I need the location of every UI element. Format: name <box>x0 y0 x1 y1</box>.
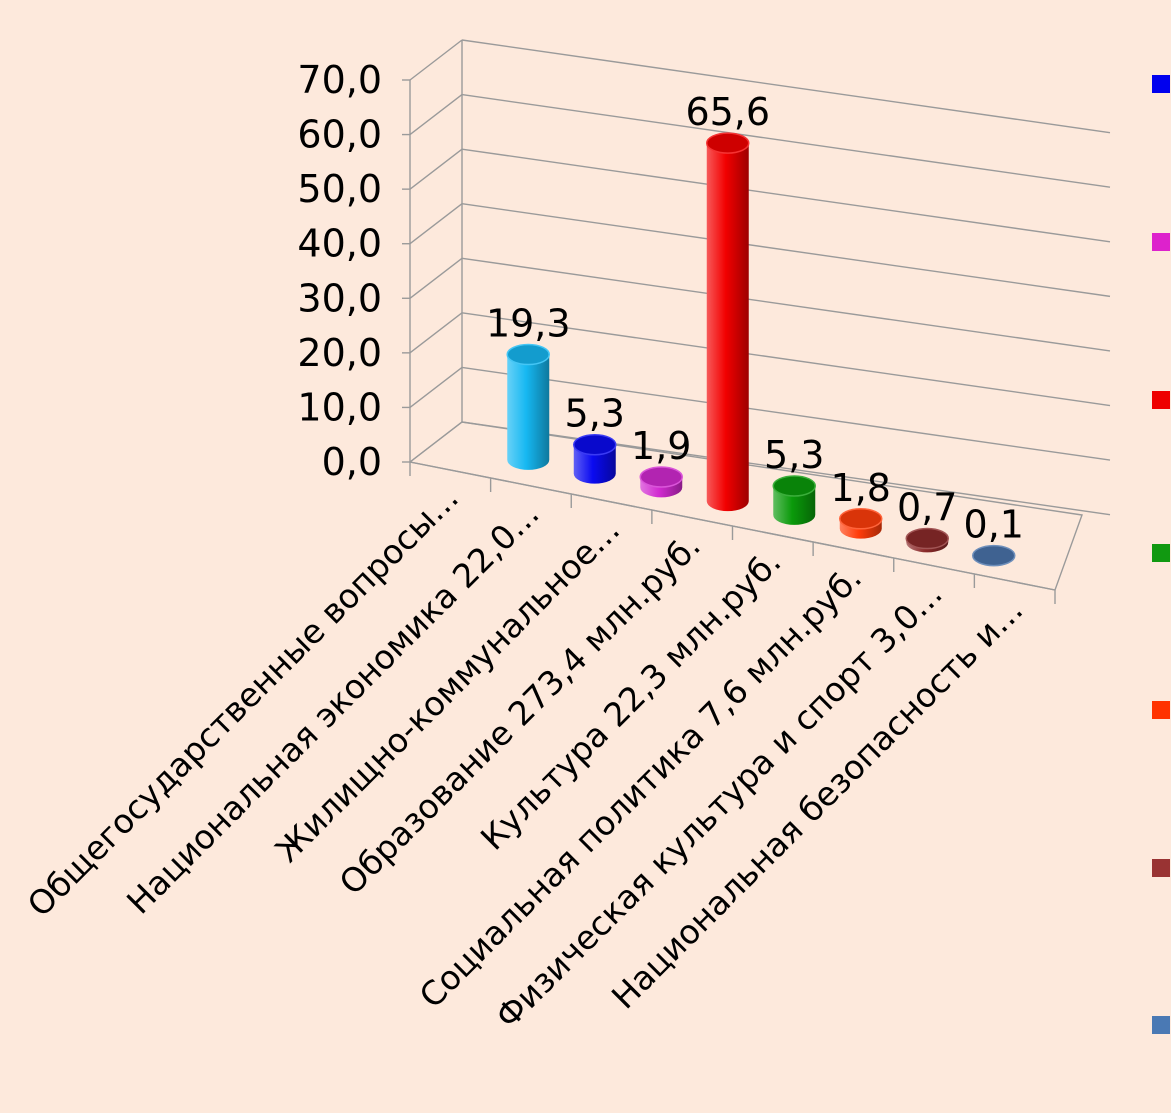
y-tick-label: 0,0 <box>322 440 382 484</box>
legend-marker <box>1152 859 1170 877</box>
legend-marker <box>1152 75 1170 93</box>
data-label: 1,9 <box>631 424 691 468</box>
side-wall-gridline <box>409 148 463 190</box>
legend-marker <box>1152 701 1170 719</box>
bar-top <box>839 508 883 530</box>
data-label: 19,3 <box>486 302 571 346</box>
bar-5 <box>772 475 816 525</box>
bar-body <box>706 143 749 512</box>
bar-3 <box>639 466 683 498</box>
bar-top <box>573 433 617 456</box>
data-label: 5,3 <box>764 433 824 477</box>
bars-group <box>506 132 1016 567</box>
chart-walls <box>408 39 1111 591</box>
legend-marker <box>1152 1016 1170 1034</box>
side-wall-gridline <box>409 203 463 245</box>
data-label: 5,3 <box>565 392 625 436</box>
bar-6 <box>839 508 883 539</box>
back-wall-gridline <box>461 421 1111 516</box>
bar-top <box>639 466 683 488</box>
y-tick-label: 20,0 <box>297 331 382 375</box>
back-wall-gridline <box>461 366 1111 461</box>
back-wall-gridline <box>461 39 1111 134</box>
y-tick-label: 30,0 <box>297 276 382 320</box>
data-label: 0,7 <box>897 486 957 530</box>
y-axis: 0,0 10,0 20,0 30,0 40,0 50,0 60,0 70,0 <box>297 58 410 484</box>
data-labels-group: 19,35,31,965,65,31,8 0,7 0,1 <box>486 90 1024 546</box>
legend-marker <box>1152 391 1170 409</box>
data-label: 65,6 <box>685 90 770 134</box>
back-wall-gridline <box>461 312 1111 407</box>
category-label: Жилищно-коммунальное... <box>268 510 628 870</box>
bar-top <box>706 132 750 154</box>
bar-top <box>772 475 816 497</box>
side-wall-gridline <box>409 94 463 136</box>
y-tick-label: 60,0 <box>297 113 382 157</box>
category-label: Социальная политика 7,6 млн.руб. <box>412 558 870 1016</box>
y-tick-label: 50,0 <box>297 167 382 211</box>
data-label: 0,1 <box>964 503 1024 547</box>
back-wall-gridline <box>461 93 1111 188</box>
back-wall-gridline <box>461 148 1111 243</box>
x-axis <box>409 461 1056 604</box>
bar-top <box>972 544 1016 567</box>
bar-1 <box>506 343 550 470</box>
bar-body <box>507 354 550 470</box>
y-tick-label: 70,0 <box>297 58 382 102</box>
bar-body <box>773 485 816 525</box>
bar-4 <box>706 132 750 512</box>
y-tick-label: 40,0 <box>297 222 382 266</box>
back-wall-gridline <box>461 203 1111 298</box>
side-wall-gridline <box>409 366 463 408</box>
legend-marker <box>1152 233 1170 251</box>
y-tick-label: 10,0 <box>297 385 382 429</box>
bar-body <box>573 444 616 484</box>
bar-2 <box>573 433 617 484</box>
bar-7 <box>905 527 949 553</box>
legend-marker <box>1152 544 1170 562</box>
back-wall-gridline <box>461 257 1111 352</box>
bar-top <box>905 527 949 550</box>
data-label: 1,8 <box>831 466 891 510</box>
side-wall-gridline <box>409 257 463 299</box>
bar-8 <box>972 544 1016 567</box>
category-label: Национальная экономика 22,0... <box>119 494 546 921</box>
side-wall-gridline <box>409 39 463 81</box>
bar-top <box>506 343 550 366</box>
category-labels-group: Общегосударственные вопросы...Национальн… <box>20 478 1031 1036</box>
category-label: Физическая культура и спорт 3,0... <box>488 574 950 1036</box>
legend <box>1152 75 1170 1034</box>
side-wall-gridline <box>409 312 463 354</box>
